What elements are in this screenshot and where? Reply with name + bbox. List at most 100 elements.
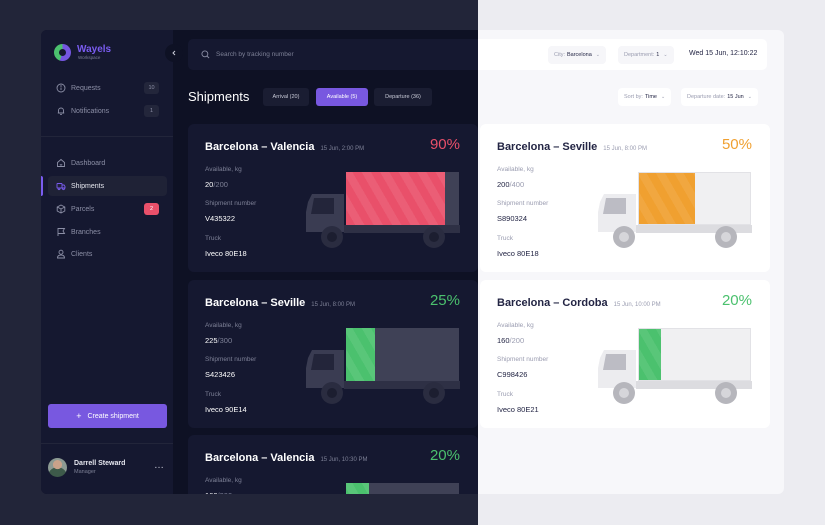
parcels-badge: 2 [144, 203, 159, 215]
route: Barcelona – Seville [205, 297, 306, 309]
department-filter[interactable]: Department: 1 ⌄ [618, 46, 674, 64]
brand-subtitle: Workspace [78, 55, 101, 60]
shipment-number: S890324 [497, 214, 528, 223]
truck-label: Truck [205, 235, 222, 242]
departure-time: 15 Jun, 10:30 PM [320, 457, 368, 463]
city-filter[interactable]: City: Barcelona ⌄ [548, 46, 606, 64]
sidebar-item-shipments[interactable]: Shipments [48, 176, 167, 196]
truck-model: Iveco 80E18 [497, 249, 539, 258]
available-label: Available, kg [497, 166, 534, 173]
sidebar-item-label: Dashboard [71, 159, 106, 167]
truck-label: Truck [497, 391, 514, 398]
info-icon [56, 83, 66, 93]
cargo-box [346, 328, 459, 381]
search-bar[interactable] [188, 39, 478, 70]
app-window-dark: Wayels Workspace Requests 10 Notificatio… [41, 30, 478, 494]
chevron-down-icon: ⌄ [747, 94, 752, 100]
truck-label: Truck [205, 391, 222, 398]
sort-dropdown[interactable]: Sort by: Time ⌄ [618, 88, 672, 106]
available-label: Available, kg [497, 322, 534, 329]
sidebar-item-parcels[interactable]: Parcels 2 [48, 199, 167, 219]
load-percent: 90% [429, 136, 460, 153]
shipment-card[interactable]: Barcelona – Seville 15 Jun, 8:00 PM 50% A… [480, 124, 770, 272]
divider [41, 136, 173, 137]
sidebar-item-branches[interactable]: Branches [48, 222, 167, 242]
route: Barcelona – Valencia [205, 141, 315, 153]
cargo-box [638, 328, 751, 381]
departure-time: 15 Jun, 10:00 PM [613, 302, 661, 308]
departure-time: 15 Jun, 2:00 PM [320, 146, 365, 152]
tab-available[interactable]: Available (5) [316, 88, 368, 106]
user-icon [56, 249, 66, 259]
avatar [48, 458, 67, 477]
notifications-badge: 1 [144, 105, 159, 117]
shipment-card[interactable]: Barcelona – Valencia 15 Jun, 10:30 PM 20%… [188, 435, 478, 494]
sidebar-item-requests[interactable]: Requests 10 [48, 78, 167, 98]
chevron-down-icon: ⌄ [595, 52, 600, 58]
cargo-box [346, 483, 459, 494]
shipment-card[interactable]: Barcelona – Seville 15 Jun, 8:00 PM 25% A… [188, 280, 478, 428]
shipment-card[interactable]: Barcelona – Valencia 15 Jun, 2:00 PM 90% … [188, 124, 478, 272]
plus-icon: + [76, 411, 82, 421]
truck-model: Iveco 80E21 [497, 405, 539, 414]
sidebar-item-clients[interactable]: Clients [48, 244, 167, 264]
load-percent: 20% [429, 447, 460, 464]
cargo-fill [346, 483, 369, 494]
sidebar-item-notifications[interactable]: Notifications 1 [48, 101, 167, 121]
cargo-fill [346, 328, 376, 381]
sidebar-item-label: Shipments [71, 182, 105, 190]
available-value: 200/400 [497, 180, 525, 189]
user-role: Manager [74, 469, 96, 475]
available-value: 20/200 [205, 180, 228, 189]
shipment-number: S423426 [205, 370, 236, 379]
create-shipment-label: Create shipment [87, 412, 139, 420]
truck-model: Iveco 90E14 [205, 405, 247, 414]
bell-icon [56, 106, 66, 116]
route: Barcelona – Valencia [205, 452, 315, 464]
shipment-card[interactable]: Barcelona – Cordoba 15 Jun, 10:00 PM 20% … [480, 280, 770, 428]
page-title: Shipments [188, 89, 250, 104]
cargo-fill [639, 173, 695, 224]
departure-date-dropdown[interactable]: Departure date: 15 Jun ⌄ [681, 88, 758, 106]
shipment-number-label: Shipment number [205, 356, 257, 363]
truck-label: Truck [497, 235, 514, 242]
load-percent: 50% [721, 136, 752, 153]
truck-illustration [596, 328, 754, 406]
available-value: 160/200 [205, 491, 232, 494]
truck-illustration [596, 172, 754, 250]
available-label: Available, kg [205, 477, 242, 484]
current-datetime: Wed 15 Jun, 12:10:22 [689, 50, 758, 57]
user-profile[interactable]: Darrell Steward Manager [48, 458, 125, 477]
chevron-left-icon [172, 50, 176, 56]
shipment-number: C998426 [497, 370, 528, 379]
chevron-down-icon: ⌄ [660, 94, 666, 100]
sidebar-item-label: Requests [71, 84, 101, 92]
create-shipment-button[interactable]: + Create shipment [48, 404, 167, 428]
shipment-number: V435322 [205, 214, 236, 223]
departure-time: 15 Jun, 8:00 PM [603, 146, 647, 152]
more-options-icon[interactable]: … [154, 460, 164, 471]
sidebar-item-label: Parcels [71, 205, 95, 213]
search-input[interactable] [216, 51, 416, 58]
cargo-fill [639, 329, 662, 380]
truck-icon [56, 181, 66, 191]
truck-illustration [304, 483, 462, 494]
chevron-down-icon: ⌄ [663, 52, 668, 58]
home-icon [56, 158, 66, 168]
sidebar-item-dashboard[interactable]: Dashboard [48, 153, 167, 173]
available-label: Available, kg [205, 322, 242, 329]
available-value: 225/300 [205, 336, 233, 345]
sidebar-item-label: Clients [71, 250, 93, 258]
truck-illustration [304, 328, 462, 406]
sidebar-item-label: Notifications [71, 107, 110, 115]
flag-icon [56, 227, 66, 237]
tab-arrival[interactable]: Arrival (20) [263, 88, 309, 106]
active-indicator [41, 176, 43, 196]
collapse-sidebar-button[interactable] [165, 44, 183, 62]
user-name: Darrell Steward [74, 460, 126, 467]
cargo-fill [346, 172, 446, 225]
app-window-light: City: Barcelona ⌄ Department: 1 ⌄ Wed 15 Jun… [478, 30, 784, 494]
tab-departure[interactable]: Departure (36) [374, 88, 432, 106]
brand-name: Wayels [77, 44, 112, 55]
load-percent: 25% [429, 292, 460, 309]
